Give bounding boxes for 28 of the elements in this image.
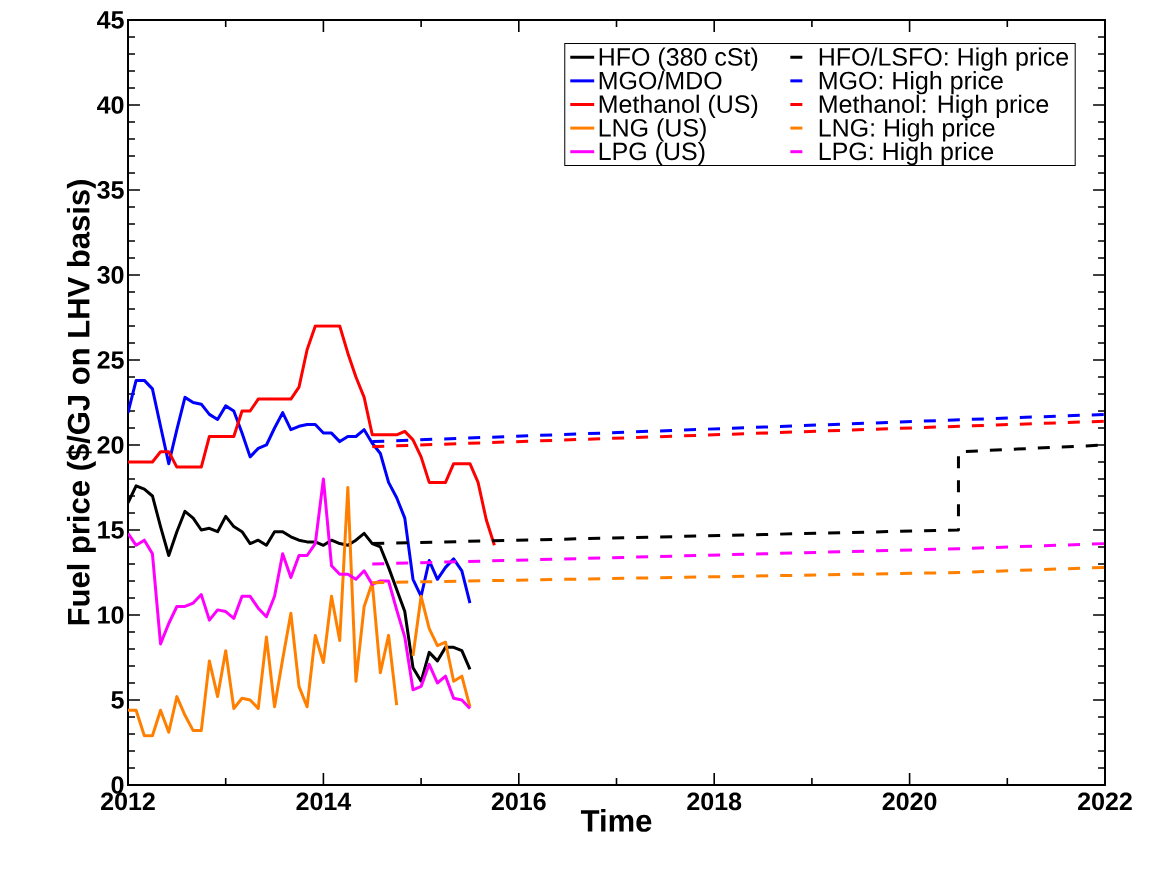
legend-label: LNG (US) — [599, 118, 706, 142]
y-tick-label: 15 — [98, 521, 124, 539]
y-tick-label: 30 — [97, 266, 124, 284]
legend-label: Methanol: High price — [819, 94, 1049, 118]
legend-label: MGO/MDO — [599, 71, 722, 90]
y-tick-label: 10 — [98, 606, 124, 624]
x-tick-label: 2012 — [101, 792, 155, 811]
x-tick-label: 2022 — [1078, 792, 1132, 811]
legend-label: LPG (US) — [599, 141, 705, 166]
y-axis-title: Fuel price ($/GJ on LHV basis) — [66, 180, 96, 625]
x-tick-label: 2020 — [882, 792, 937, 811]
y-tick-label: 5 — [111, 691, 124, 709]
x-tick-label: 2016 — [491, 792, 546, 811]
legend-label: Methanol (US) — [599, 94, 758, 118]
y-tick-label: 40 — [97, 96, 124, 114]
legend-label: HFO/LSFO: High price — [819, 47, 1069, 71]
legend-label: HFO (380 cSt) — [599, 47, 758, 71]
x-tick-label: 2018 — [687, 792, 742, 811]
legend-label: LPG: High price — [819, 141, 994, 166]
y-tick-label: 45 — [97, 11, 124, 29]
y-tick-label: 20 — [97, 436, 124, 454]
x-axis-title: Time — [580, 809, 652, 832]
y-tick-label: 0 — [111, 776, 124, 794]
x-tick-label: 2014 — [296, 792, 352, 811]
legend-label: MGO: High price — [819, 71, 1003, 95]
legend-label: LNG: High price — [819, 118, 995, 142]
y-tick-label: 25 — [97, 351, 124, 369]
y-tick-label: 35 — [97, 181, 124, 199]
